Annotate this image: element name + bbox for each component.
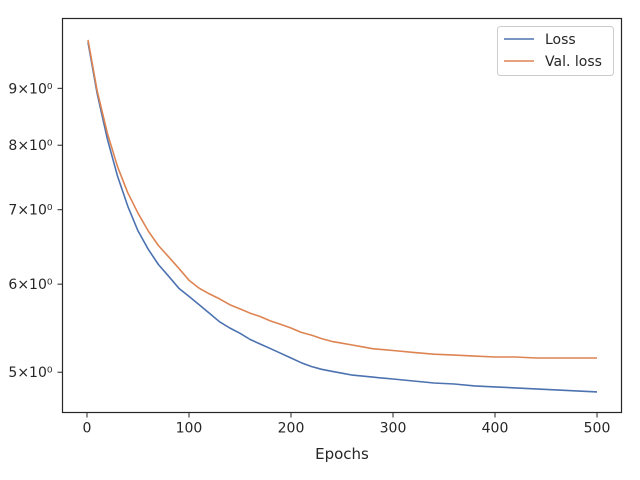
x-tick-label: 500 (584, 421, 611, 437)
series-line-1 (87, 42, 598, 393)
series-line-2 (87, 39, 597, 359)
x-tick-label: 100 (176, 421, 203, 437)
x-tick-label: 0 (83, 421, 92, 437)
legend-label-2: Val. loss (545, 54, 602, 70)
y-axis-ticks: 5×10⁰ 6×10⁰ 7×10⁰ 8×10⁰ 9×10⁰ (8, 81, 63, 381)
x-axis-ticks: 0 100 200 300 400 500 (83, 412, 611, 437)
x-tick-label: 200 (278, 421, 305, 437)
plot-area (61, 17, 623, 414)
y-tick-label: 6×10⁰ (8, 277, 52, 293)
x-tick-label: 400 (482, 421, 509, 437)
legend-label-1: Loss (545, 32, 576, 48)
y-tick-label: 7×10⁰ (8, 203, 52, 219)
x-tick-label: 300 (380, 421, 407, 437)
series-lines (87, 39, 598, 393)
x-axis-label: Epochs (315, 445, 369, 463)
legend: Loss Val. loss (497, 26, 614, 76)
y-tick-label: 9×10⁰ (8, 81, 52, 97)
y-tick-label: 5×10⁰ (8, 365, 52, 381)
y-tick-label: 8×10⁰ (8, 138, 52, 154)
